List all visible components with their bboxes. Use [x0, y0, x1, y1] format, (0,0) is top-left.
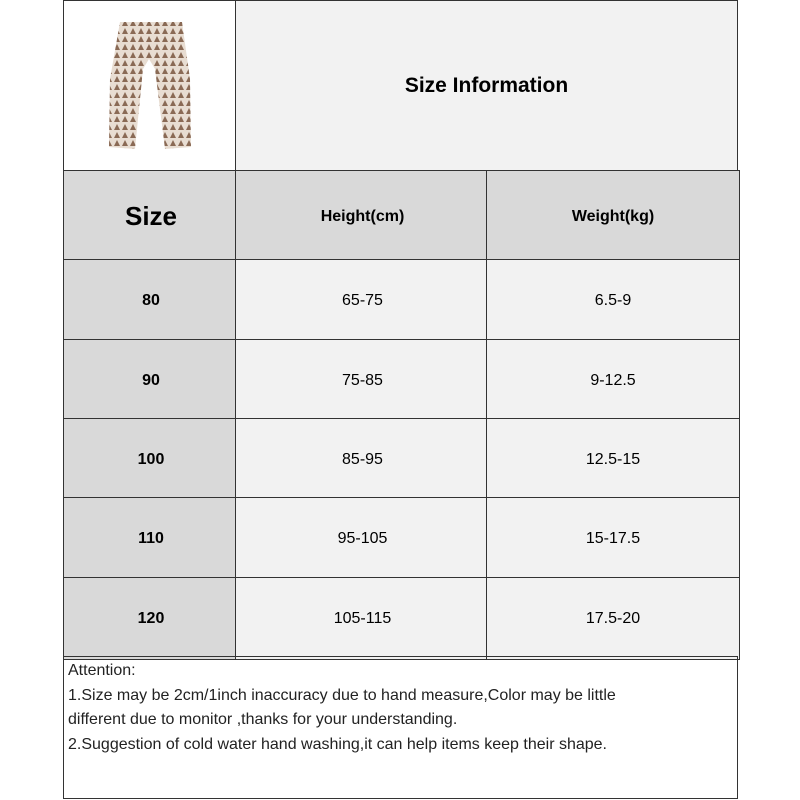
note-line: different due to monitor ,thanks for you… — [68, 711, 458, 728]
column-header: Weight(kg) — [486, 170, 740, 263]
column-header: Height(cm) — [235, 170, 490, 263]
table-cell: 75-85 — [235, 339, 490, 422]
table-cell: 17.5-20 — [486, 577, 740, 660]
cell-text: 105-115 — [333, 609, 392, 627]
cell-text: Height(cm) — [320, 207, 405, 225]
cell-text: 90 — [142, 371, 160, 389]
table-cell: 80 — [63, 259, 239, 343]
cell-text: 100 — [137, 450, 165, 468]
page-title: Size Information — [404, 74, 569, 97]
table-cell: 12.5-15 — [486, 418, 740, 501]
table-cell: 9-12.5 — [486, 339, 740, 422]
cell-text: Size — [124, 201, 178, 231]
table-cell: 110 — [63, 497, 239, 581]
table-cell: 15-17.5 — [486, 497, 740, 581]
cell-text: 12.5-15 — [585, 450, 641, 468]
table-cell: 90 — [63, 339, 239, 422]
title-cell: Size Information — [235, 0, 738, 172]
table-cell: 6.5-9 — [486, 259, 740, 343]
column-header: Size — [63, 170, 239, 263]
table-cell: 95-105 — [235, 497, 490, 581]
table-cell: 85-95 — [235, 418, 490, 501]
table-cell: 65-75 — [235, 259, 490, 343]
cell-text: 15-17.5 — [585, 530, 641, 547]
cell-text: 6.5-9 — [594, 292, 632, 309]
table-cell: 120 — [63, 577, 239, 660]
cell-text: 110 — [138, 530, 164, 547]
note-line: 2.Suggestion of cold water hand washing,… — [68, 735, 607, 753]
cell-text: 65-75 — [342, 292, 383, 309]
cell-text: 95-105 — [337, 530, 388, 547]
cell-text: Weight(kg) — [571, 207, 655, 225]
cell-text: 9-12.5 — [590, 371, 636, 389]
attention-notes: Attention: 1.Size may be 2cm/1inch inacc… — [63, 656, 738, 799]
table-cell: 100 — [63, 418, 239, 501]
table-cell: 105-115 — [235, 577, 490, 660]
notes-heading: Attention: — [68, 662, 136, 679]
cell-text: 80 — [142, 292, 160, 309]
product-image-cell — [63, 0, 237, 172]
cell-text: 17.5-20 — [585, 609, 641, 627]
cell-text: 120 — [137, 609, 165, 627]
cell-text: 85-95 — [342, 450, 383, 468]
pants-image — [109, 21, 191, 149]
note-line: 1.Size may be 2cm/1inch inaccuracy due t… — [68, 686, 616, 704]
cell-text: 75-85 — [342, 371, 383, 389]
